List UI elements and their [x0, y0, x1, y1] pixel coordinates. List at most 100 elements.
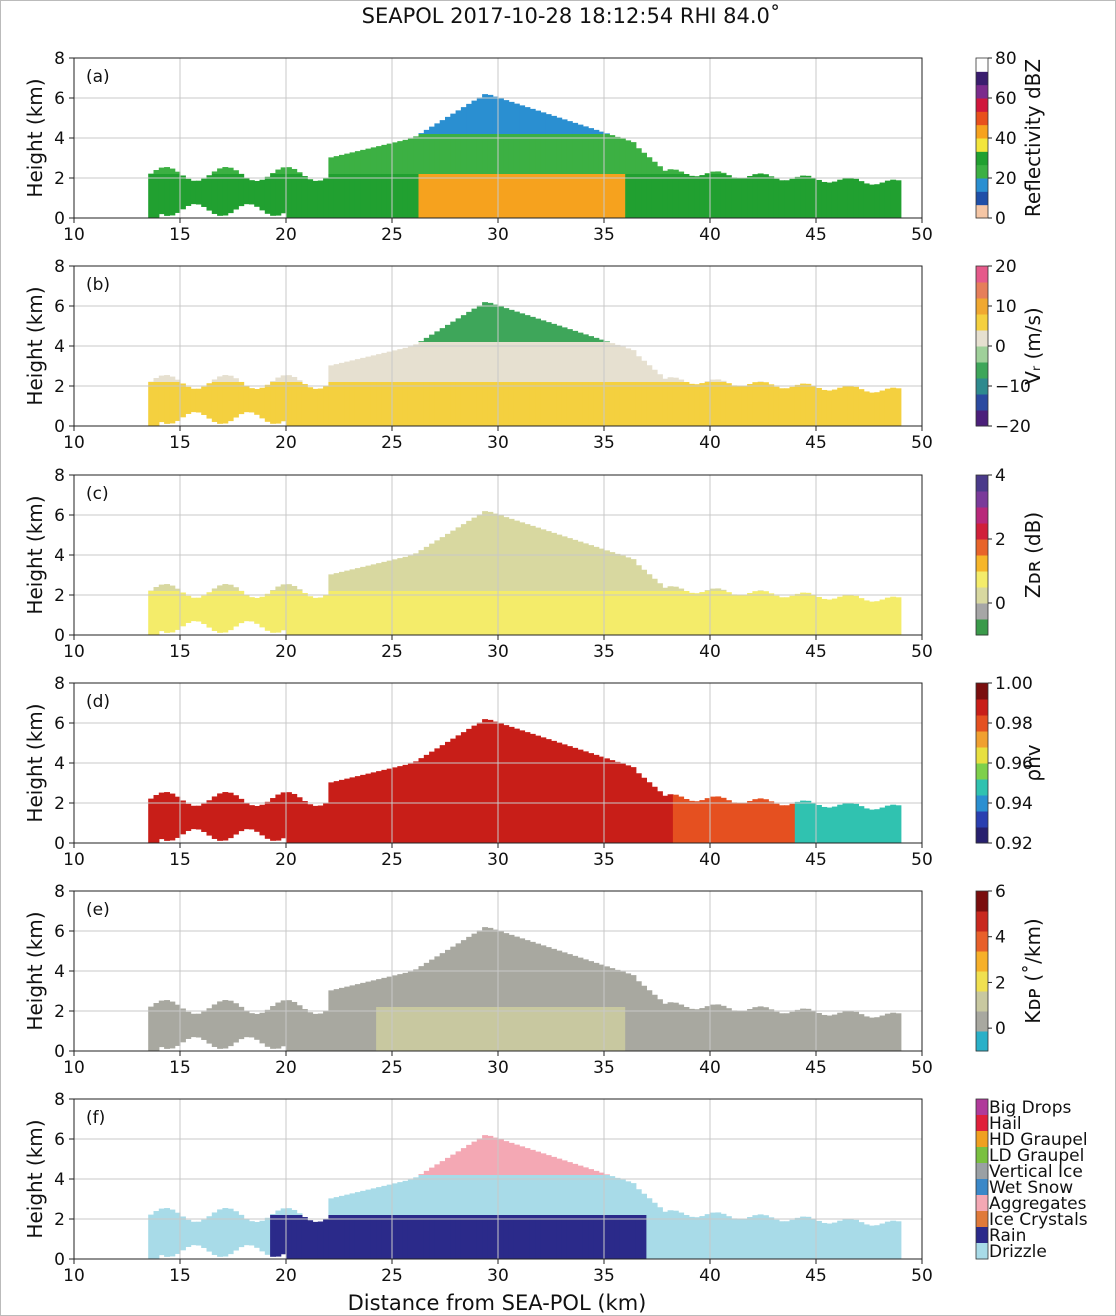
- colorbar-segment: [976, 911, 988, 932]
- echo-cell: [651, 1007, 658, 1051]
- class-legend-frame: [975, 1098, 989, 1260]
- echo-cell: [386, 799, 393, 843]
- echo-cell: [217, 382, 223, 424]
- echo-cell: [381, 1007, 388, 1051]
- echo-cell: [524, 107, 531, 134]
- echo-cell: [349, 799, 356, 843]
- echo-cell: [333, 781, 340, 799]
- echo-cell: [588, 753, 594, 759]
- echo-cell: [211, 591, 218, 631]
- echo-cell: [577, 957, 584, 967]
- echo-cell: [508, 309, 515, 342]
- echo-cell: [270, 173, 276, 174]
- echo-cell: [153, 1003, 160, 1007]
- echo-cell: [678, 1215, 685, 1259]
- echo-cell: [869, 392, 875, 426]
- echo-cell: [333, 799, 340, 843]
- x-tick-label: 50: [911, 1266, 933, 1286]
- panel-label: (b): [86, 275, 110, 295]
- echo-cell: [619, 1215, 626, 1259]
- echo-cell: [662, 174, 669, 218]
- echo-cell: [503, 759, 510, 799]
- echo-cell: [572, 799, 579, 843]
- echo-cell: [874, 392, 881, 426]
- echo-cell: [672, 169, 679, 174]
- echo-cell: [498, 551, 504, 591]
- echo-cell: [339, 1007, 345, 1051]
- echo-cell: [460, 1148, 467, 1175]
- echo-cell: [635, 1007, 642, 1051]
- y-tick-label: 8: [54, 466, 65, 486]
- echo-cell: [582, 1007, 589, 1051]
- echo-cell: [566, 174, 573, 218]
- x-tick-label: 40: [699, 642, 721, 662]
- echo-cell: [376, 979, 382, 1007]
- echo-cell: [344, 986, 351, 1007]
- echo-cell: [153, 1007, 160, 1051]
- echo-cell: [651, 786, 658, 799]
- colorbar-segment: [976, 951, 988, 972]
- echo-cell: [678, 588, 685, 591]
- x-tick-label: 50: [911, 225, 933, 245]
- echo-cell: [445, 134, 451, 174]
- echo-cell: [651, 578, 658, 591]
- echo-cell: [805, 383, 812, 426]
- echo-cell: [704, 798, 711, 799]
- echo-cell: [683, 174, 690, 218]
- echo-cell: [826, 182, 833, 218]
- echo-cell: [524, 134, 531, 174]
- echo-cell: [736, 1219, 743, 1259]
- echo-cell: [429, 751, 435, 759]
- echo-cell: [222, 591, 229, 633]
- echo-cell: [588, 128, 594, 134]
- colorbar-tick-label: 10: [995, 297, 1017, 317]
- echo-cell: [158, 167, 165, 174]
- echo-cell: [752, 1215, 759, 1259]
- echo-cell: [476, 591, 483, 635]
- echo-cell: [625, 1007, 632, 1051]
- echo-cell: [482, 302, 488, 342]
- echo-cell: [519, 134, 526, 174]
- echo-cell: [582, 334, 589, 342]
- x-tick-label: 15: [169, 850, 191, 870]
- echo-cell: [810, 802, 817, 843]
- echo-cell: [259, 1220, 266, 1252]
- echo-cell: [307, 179, 314, 218]
- echo-cell: [763, 591, 769, 635]
- echo-cell: [635, 382, 642, 426]
- echo-cell: [344, 778, 351, 799]
- echo-cell: [688, 592, 695, 635]
- echo-cell: [328, 174, 335, 218]
- colorbar-segment: [976, 298, 988, 315]
- echo-cell: [540, 799, 547, 843]
- echo-cell: [476, 305, 483, 342]
- echo-cell: [540, 112, 547, 134]
- echo-cell: [450, 382, 457, 426]
- colorbar-label: Zᴅʀ (dB): [1021, 512, 1045, 598]
- echo-cell: [895, 805, 902, 843]
- echo-cell: [508, 1175, 515, 1215]
- echo-cell: [429, 959, 435, 967]
- echo-cell: [577, 967, 584, 1007]
- echo-cell: [434, 1215, 441, 1259]
- y-tick-label: 6: [54, 922, 65, 942]
- echo-cell: [646, 174, 653, 218]
- echo-cell: [741, 802, 748, 843]
- echo-cell: [413, 136, 420, 174]
- echo-cell: [291, 585, 298, 591]
- x-tick-label: 40: [699, 1266, 721, 1286]
- echo-cell: [445, 116, 451, 134]
- echo-cell: [566, 382, 573, 426]
- echo-cell: [694, 1009, 700, 1051]
- echo-cell: [556, 134, 563, 174]
- colorbar-segment: [976, 715, 988, 732]
- echo-cell: [222, 1208, 229, 1215]
- plot-frame: [73, 1098, 923, 1260]
- echo-cell: [529, 1149, 536, 1175]
- echo-cell: [582, 959, 589, 967]
- echo-cell: [466, 382, 473, 426]
- panel-label: (e): [86, 900, 110, 920]
- echo-cell: [460, 967, 467, 1007]
- echo-cell: [206, 175, 213, 211]
- echo-cell: [513, 1144, 520, 1175]
